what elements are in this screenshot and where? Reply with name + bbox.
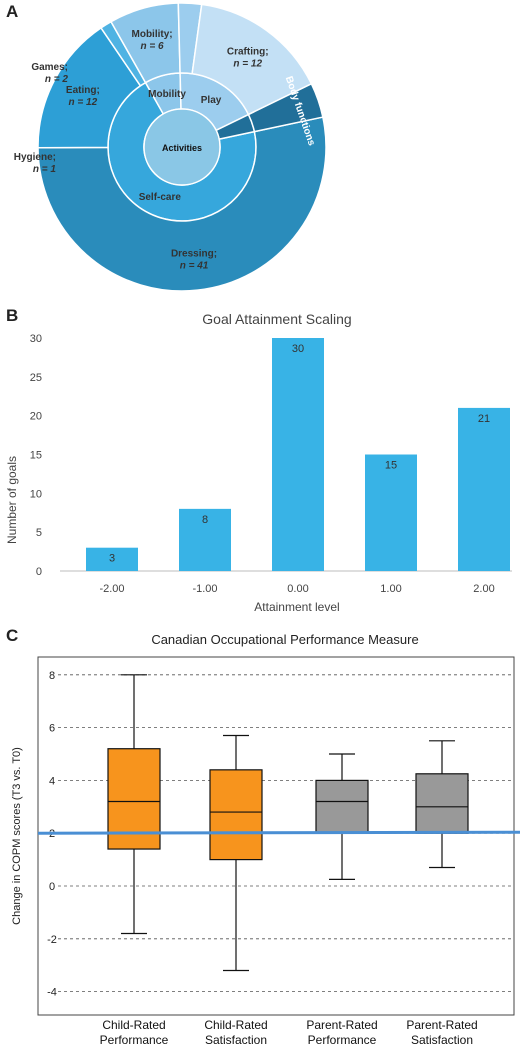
- box-x-label-line1: Child-Rated: [204, 1018, 267, 1032]
- outer-label-count-1: n = 41: [180, 260, 209, 271]
- panel-label-a: A: [6, 2, 19, 21]
- bar: [179, 508, 231, 571]
- box-y-tick-label: 4: [49, 775, 55, 787]
- inner-ring-label-self-care: Self-care: [139, 192, 182, 203]
- bar: [458, 407, 510, 571]
- box-y-tick-label: 8: [49, 670, 55, 682]
- bar-y-tick-label: 30: [30, 333, 42, 345]
- panel-label-b: B: [6, 306, 19, 325]
- outer-label-name-6: Crafting;: [227, 46, 269, 57]
- box-plot-1: [107, 674, 161, 935]
- outer-label-name-4: Mobility;: [132, 29, 173, 40]
- box-plot-chart: Canadian Occupational Performance Measur…: [11, 632, 520, 1044]
- box-x-label-line1: Parent-Rated: [306, 1018, 377, 1032]
- bar-y-tick-label: 5: [36, 527, 42, 539]
- outer-label-name-1: Dressing;: [171, 248, 217, 259]
- bar: [86, 547, 138, 571]
- inner-ring-label-play: Play: [201, 95, 222, 106]
- bar-x-tick-label: 0.00: [287, 583, 308, 595]
- bar: [365, 454, 417, 571]
- bar-data-label: 8: [202, 514, 208, 526]
- bar-data-label: 30: [292, 343, 304, 355]
- bar-y-tick-label: 15: [30, 450, 42, 462]
- center-label: Activities: [162, 143, 202, 153]
- box-x-label-line2: Performance: [308, 1033, 377, 1044]
- bar-y-tick-label: 0: [36, 566, 42, 578]
- box-y-tick-label: -4: [47, 987, 57, 999]
- reference-line: [37, 830, 520, 835]
- box-plot-2: [209, 734, 263, 972]
- box-x-label-line2: Satisfaction: [205, 1033, 267, 1044]
- outer-ring-slice-1: [37, 116, 327, 292]
- box-y-tick-label: 6: [49, 723, 55, 735]
- bar-chart: Goal Attainment Scaling 0 5 10 15 20 25 30 -2.0…: [5, 311, 512, 614]
- box-plot-3: [315, 753, 369, 880]
- box-chart-ylabel: Change in COPM scores (T3 vs. T0): [11, 747, 23, 925]
- box-y-tick-label: -2: [47, 934, 57, 946]
- box-x-label-line1: Parent-Rated: [406, 1018, 477, 1032]
- bar-x-tick-label: 2.00: [473, 583, 494, 595]
- bar-data-label: 15: [385, 460, 397, 472]
- panel-label-c: C: [6, 626, 19, 645]
- bar-y-tick-label: 25: [30, 372, 42, 384]
- bar: [272, 338, 324, 571]
- box-y-tick-label: 0: [49, 881, 55, 893]
- box-plot-4: [415, 740, 469, 869]
- box-x-label-line2: Satisfaction: [411, 1033, 473, 1044]
- outer-label-count-2: n = 12: [69, 97, 98, 108]
- bar-data-label: 21: [478, 413, 490, 425]
- bar-chart-xlabel: Attainment level: [254, 600, 339, 614]
- bar-chart-title: Goal Attainment Scaling: [202, 311, 351, 327]
- inner-ring-label-mobility: Mobility: [148, 89, 186, 100]
- bar-data-label: 3: [109, 553, 115, 565]
- bar-x-tick-label: -2.00: [99, 583, 124, 595]
- outer-label-name-5: Games;: [31, 62, 68, 73]
- bar-chart-ylabel: Number of goals: [5, 456, 19, 544]
- outer-label-name-2: Eating;: [66, 85, 100, 96]
- box-x-label-line1: Child-Rated: [102, 1018, 165, 1032]
- center-circle: [143, 108, 221, 186]
- outer-label-count-4: n = 6: [141, 41, 165, 52]
- outer-label-name-3: Hygiene;: [14, 152, 56, 163]
- box-x-label-line2: Performance: [100, 1033, 169, 1044]
- box-chart-title: Canadian Occupational Performance Measur…: [151, 632, 418, 647]
- outer-ring-slice-7: [247, 82, 324, 133]
- box-plot-frame: [37, 656, 515, 1016]
- bar-y-tick-label: 10: [30, 488, 42, 500]
- outer-label-count-6: n = 12: [233, 58, 262, 69]
- outer-label-count-5: n = 2: [45, 74, 69, 85]
- bar-x-tick-label: 1.00: [380, 583, 401, 595]
- outer-label-count-3: n = 1: [33, 164, 57, 175]
- bar-y-tick-label: 20: [30, 411, 42, 423]
- sunburst-chart: Self-care Mobility Play Activities Dressing;…: [14, 2, 327, 292]
- bar-x-tick-label: -1.00: [192, 583, 217, 595]
